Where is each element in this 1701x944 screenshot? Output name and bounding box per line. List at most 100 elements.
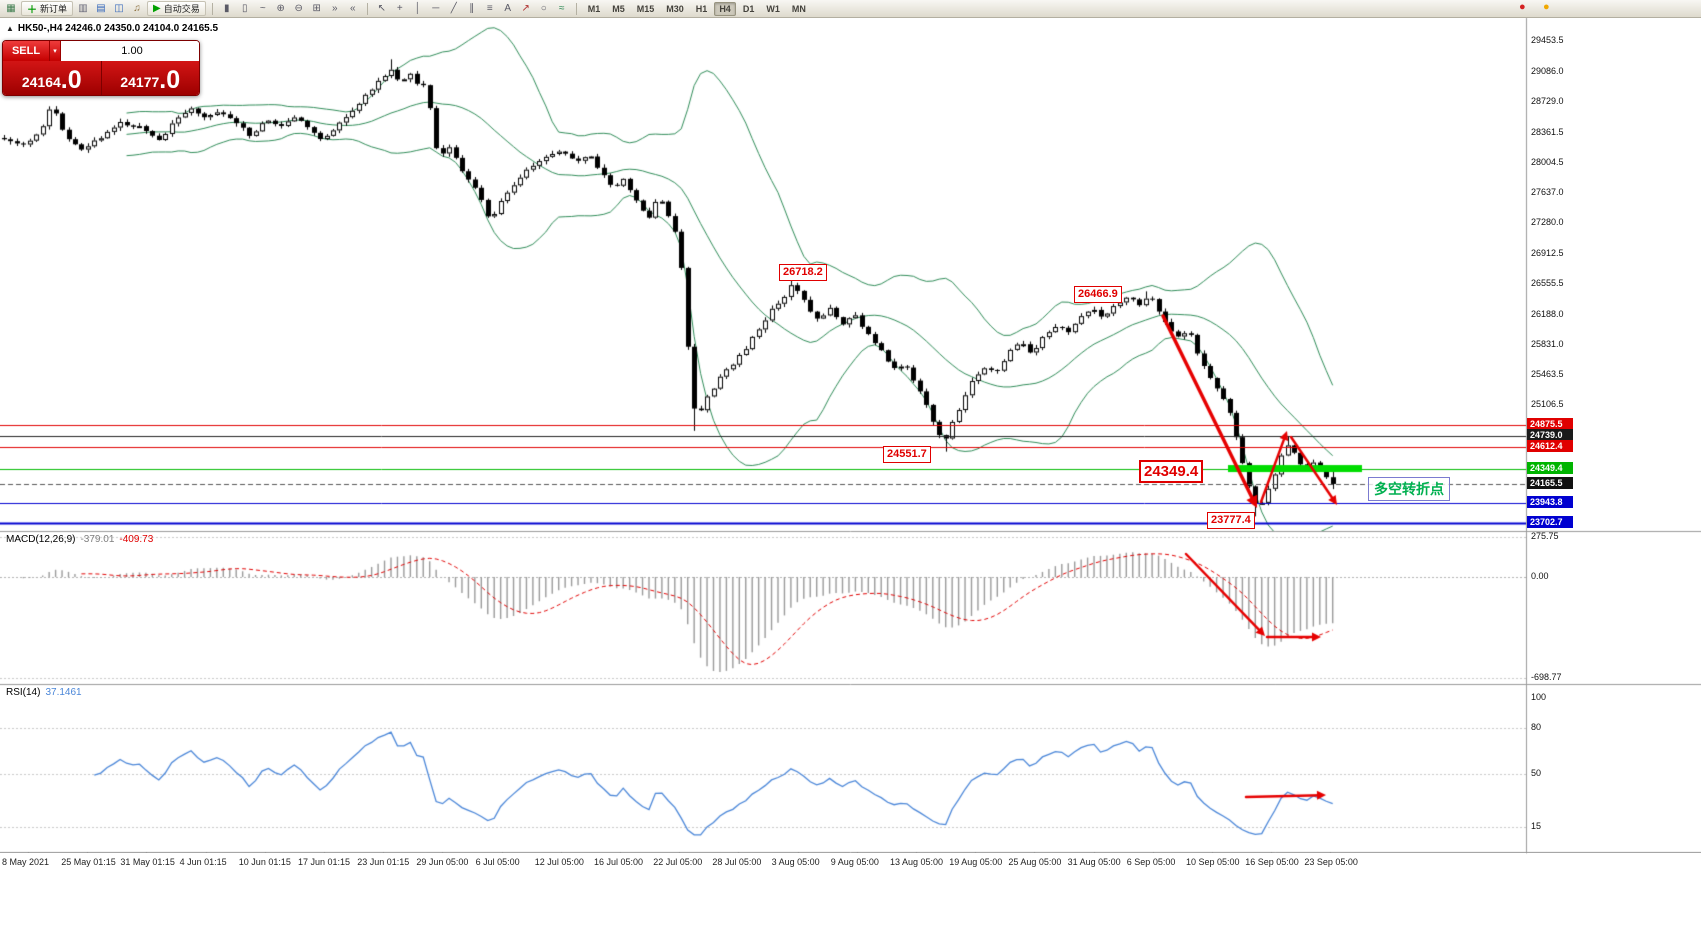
macd-signal-value: -409.73 — [119, 534, 154, 545]
tf-h4-button[interactable]: H4 — [714, 1, 736, 16]
zoom-in-icon[interactable]: ⊕ — [276, 2, 285, 14]
tf-m15-button[interactable]: M15 — [636, 3, 655, 14]
sell-price[interactable]: 24164 .0 — [3, 61, 102, 95]
chart-title: ▲ HK50-,H4 24246.0 24350.0 24104.0 24165.… — [6, 23, 218, 34]
time-axis-label: 4 Jun 01:15 — [179, 857, 227, 867]
auto-trading-button-label: 自动交易 — [163, 4, 200, 14]
time-axis-label: 16 Jul 05:00 — [594, 857, 644, 867]
ellipse-object-icon[interactable]: ○ — [540, 2, 547, 14]
new-order-button[interactable]: ＋新订单 — [21, 1, 74, 16]
rsi-axis-label: 80 — [1531, 722, 1542, 733]
chart-title-text: HK50-,H4 24246.0 24350.0 24104.0 24165.5 — [17, 23, 219, 34]
vertical-line-icon[interactable]: │ — [414, 2, 421, 14]
time-axis-label: 12 Jul 05:00 — [534, 857, 584, 867]
channel-icon[interactable]: ∥ — [469, 2, 475, 14]
tf-m5-button[interactable]: M5 — [612, 3, 625, 14]
price-axis-label: 26555.5 — [1531, 277, 1564, 288]
chart-profiles-icon[interactable]: ▥ — [78, 2, 88, 14]
toolbar-separator — [366, 2, 368, 15]
swing-price-tag[interactable]: 26466.9 — [1074, 286, 1122, 303]
price-level-chip: 23702.7 — [1527, 515, 1573, 528]
time-axis-label: 25 Aug 05:00 — [1008, 857, 1062, 867]
sell-options-caret-icon[interactable]: ▾ — [49, 41, 60, 61]
tf-m30-button[interactable]: M30 — [666, 3, 684, 14]
time-axis-label: 22 Jul 05:00 — [653, 857, 703, 867]
volume-field: ▴ ▾ — [60, 41, 199, 61]
sound-alert-icon[interactable]: ♫ — [133, 2, 141, 14]
time-axis-label: 19 Aug 05:00 — [949, 857, 1003, 867]
price-axis-label: 28729.0 — [1531, 96, 1564, 107]
time-axis-label: 6 Jul 05:00 — [475, 857, 520, 867]
tf-h1-button[interactable]: H1 — [695, 3, 708, 14]
swing-price-tag[interactable]: 26718.2 — [779, 264, 827, 281]
horizontal-line-icon[interactable]: ─ — [432, 2, 440, 14]
indicators-icon[interactable]: ≈ — [558, 2, 565, 14]
price-axis-label: 26188.0 — [1531, 308, 1564, 319]
chart-shift-icon[interactable]: « — [349, 2, 356, 14]
line-chart-mode-icon[interactable]: ~ — [259, 2, 266, 14]
buy-price-main: 24177 — [120, 74, 160, 90]
sell-price-main: 24164 — [21, 74, 61, 90]
tile-windows-icon[interactable]: ⊞ — [312, 2, 321, 14]
tf-d1-button[interactable]: D1 — [742, 3, 755, 14]
price-axis-label: 25106.5 — [1531, 399, 1564, 410]
swing-price-tag[interactable]: 24551.7 — [883, 446, 931, 463]
volume-input[interactable] — [61, 41, 199, 61]
rsi-axis-label: 100 — [1531, 692, 1547, 702]
rsi-axis-label: 15 — [1531, 821, 1542, 832]
toolbar-separator — [575, 2, 577, 15]
time-axis-label: 10 Jun 01:15 — [238, 857, 291, 867]
macd-name: MACD(12,26,9) — [6, 534, 76, 545]
one-click-trading-panel: SELL ▾ ▴ ▾ BUY 24164 .0 24177 .0 — [2, 40, 200, 96]
community-icon[interactable]: ● — [1543, 1, 1550, 13]
time-axis-label: 25 May 01:15 — [61, 857, 116, 867]
sell-price-frac: .0 — [60, 66, 82, 94]
time-axis-label: 23 Sep 05:00 — [1304, 857, 1358, 867]
top-toolbar: ▦ ＋新订单 ▥ ▤ ◫ ♫ ▶ 自动交易 ▮ ▯ ~ ⊕ ⊖ ⊞ » « ↖ + │ ─ ╱ ∥ ≡ A ↗ ○ ≈ M1 M5 M15… — [0, 0, 1701, 18]
bar-chart-mode-icon[interactable]: ▮ — [223, 2, 230, 14]
one-click-collapse-icon[interactable]: ▲ — [6, 24, 14, 33]
time-axis-label: 6 Sep 05:00 — [1126, 857, 1176, 867]
price-axis-label: 25463.5 — [1531, 369, 1564, 380]
price-level-chip: 24349.4 — [1527, 461, 1573, 474]
text-label-icon[interactable]: A — [504, 2, 512, 14]
sell-button[interactable]: SELL — [3, 41, 49, 61]
zoom-out-icon[interactable]: ⊖ — [294, 2, 303, 14]
buy-price[interactable]: 24177 .0 — [102, 61, 200, 95]
price-level-chip: 24875.5 — [1527, 417, 1573, 430]
time-axis[interactable]: 8 May 2021 25 May 01:15 31 May 01:15 4 Jun … — [0, 853, 1526, 871]
price-level-chip: 24739.0 — [1527, 428, 1573, 441]
turning-point-annotation[interactable]: 多空转折点 — [1368, 477, 1450, 501]
time-axis-label: 10 Sep 05:00 — [1186, 857, 1240, 867]
fibonacci-icon[interactable]: ≡ — [486, 2, 493, 14]
rsi-indicator-label: RSI(14) 37.1461 — [6, 687, 82, 698]
macd-main-value: -379.01 — [80, 534, 115, 545]
time-axis-label: 31 May 01:15 — [120, 857, 175, 867]
macd-axis-label: 275.75 — [1531, 530, 1559, 541]
market-watch-icon[interactable]: ▤ — [96, 2, 106, 14]
rsi-axis-label: 50 — [1531, 768, 1542, 778]
time-axis-label: 17 Jun 01:15 — [298, 857, 351, 867]
swing-price-tag[interactable]: 24349.4 — [1139, 460, 1204, 483]
new-order-button-label: 新订单 — [40, 4, 68, 14]
time-axis-label: 13 Aug 05:00 — [890, 857, 944, 867]
new-chart-icon[interactable]: ▦ — [6, 2, 16, 14]
price-axis[interactable]: 29453.5 29086.0 28729.0 28361.5 28004.5 27637… — [1527, 0, 1701, 944]
crosshair-icon[interactable]: + — [396, 2, 403, 14]
arrow-object-icon[interactable]: ↗ — [521, 2, 530, 14]
trendline-icon[interactable]: ╱ — [450, 2, 457, 14]
auto-trading-button[interactable]: ▶ 自动交易 — [147, 1, 206, 16]
time-axis-label: 31 Aug 05:00 — [1067, 857, 1121, 867]
candlestick-mode-icon[interactable]: ▯ — [241, 2, 248, 14]
notifications-icon[interactable]: ● — [1519, 1, 1526, 13]
tf-w1-button[interactable]: W1 — [766, 3, 780, 14]
price-axis-label: 27280.0 — [1531, 217, 1564, 228]
cursor-icon[interactable]: ↖ — [377, 2, 386, 14]
tf-m1-button[interactable]: M1 — [587, 3, 601, 14]
tf-mn-button[interactable]: MN — [791, 3, 806, 14]
swing-price-tag[interactable]: 23777.4 — [1207, 512, 1255, 529]
auto-scroll-icon[interactable]: » — [331, 2, 338, 14]
price-axis-label: 25831.0 — [1531, 338, 1564, 349]
data-window-icon[interactable]: ◫ — [114, 2, 124, 14]
